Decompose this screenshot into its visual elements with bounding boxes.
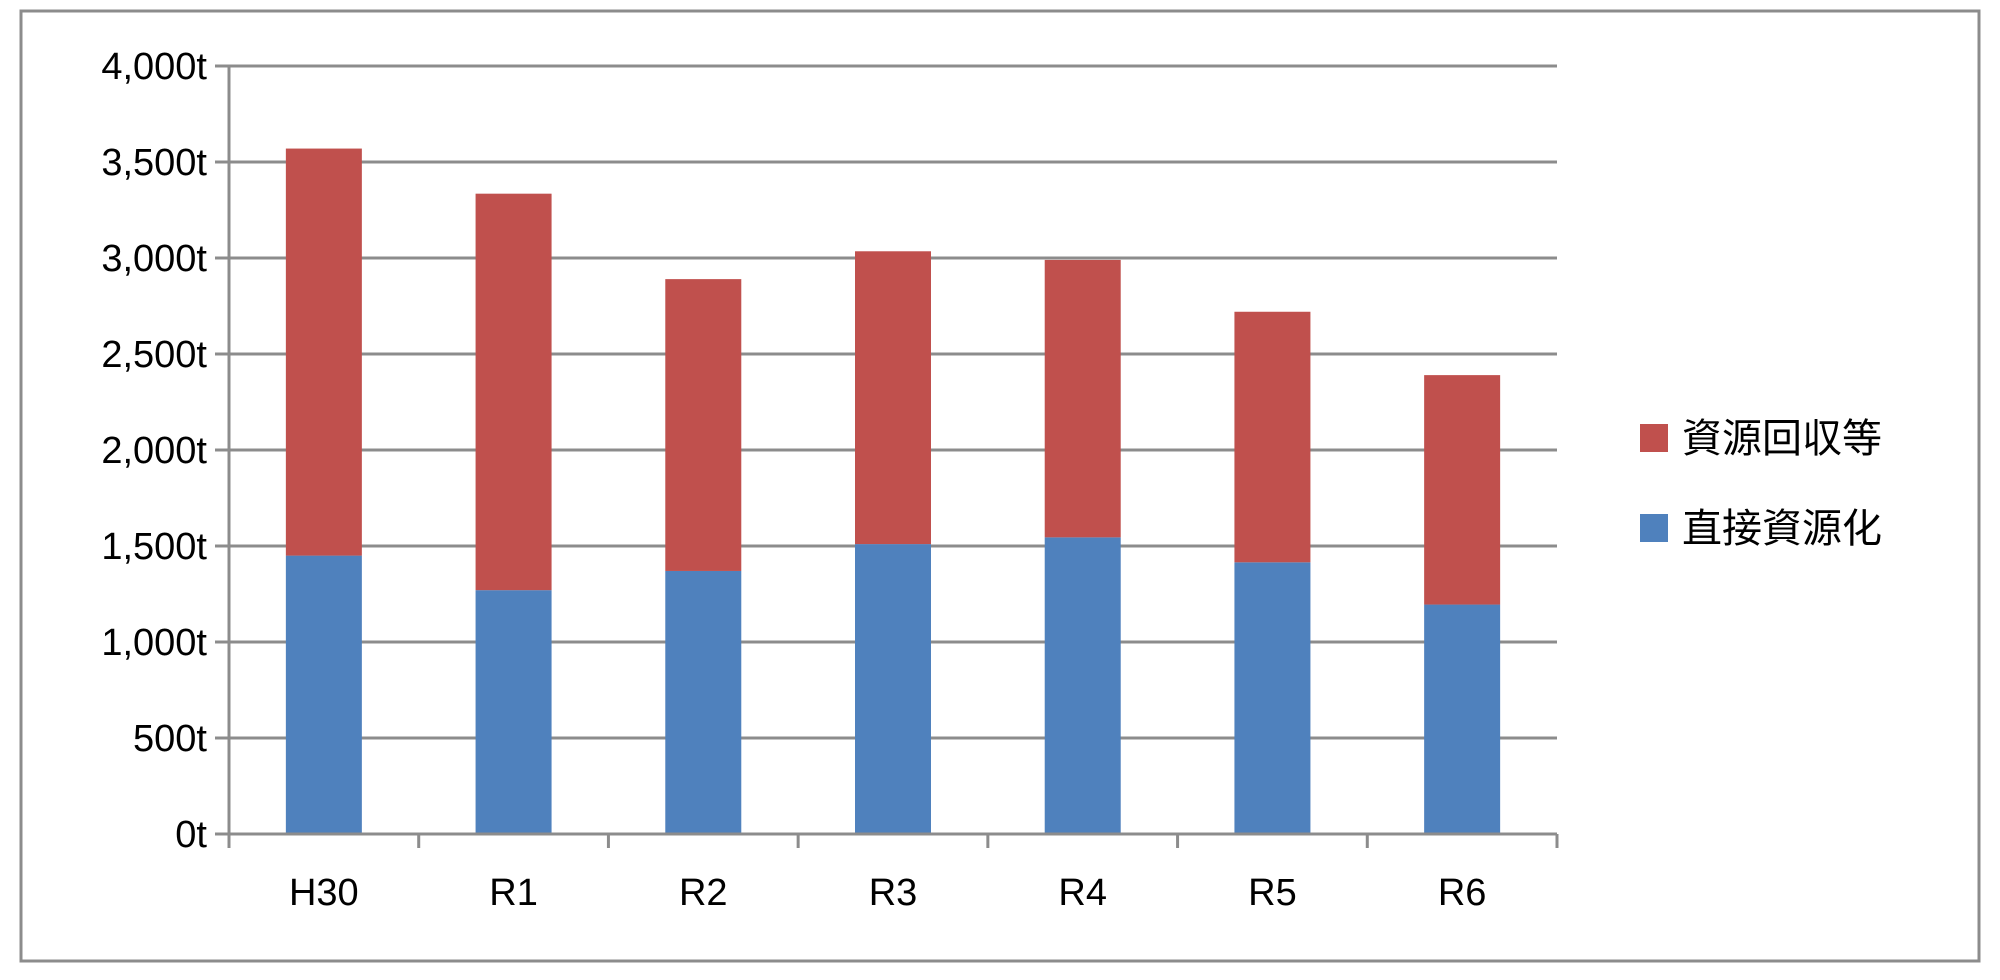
bar-segment xyxy=(1424,604,1501,834)
x-tick-label: R2 xyxy=(679,872,728,914)
bars xyxy=(285,148,1501,834)
legend-swatch xyxy=(1640,424,1668,452)
y-tick-label: 2,000t xyxy=(101,430,207,472)
bar-segment xyxy=(855,544,931,834)
x-tick-label: R1 xyxy=(489,872,538,914)
x-tick-label: R5 xyxy=(1248,872,1297,914)
x-tick-label: R3 xyxy=(869,872,918,914)
tick-labels: 0t 500t 1,000t 1,500t 2,000t 2,500t 3,000t 3,50… xyxy=(101,46,1486,914)
axes xyxy=(215,64,1559,848)
bar-segment xyxy=(665,279,742,571)
y-tick-label: 1,500t xyxy=(101,526,207,568)
legend-label: 資源回収等 xyxy=(1682,416,1882,462)
bar-segment xyxy=(475,193,552,591)
y-tick-label: 500t xyxy=(133,718,207,760)
x-tick-label: H30 xyxy=(289,872,359,914)
bar-segment xyxy=(1234,562,1311,834)
bar-segment xyxy=(1044,537,1121,834)
y-tick-label: 2,500t xyxy=(101,334,207,376)
bar-segment xyxy=(855,251,931,545)
x-tick-label: R4 xyxy=(1058,872,1107,914)
bar-segment xyxy=(285,555,362,834)
bar-segment xyxy=(1234,311,1311,563)
bar-segment xyxy=(475,590,552,834)
y-tick-label: 1,000t xyxy=(101,622,207,664)
legend-label: 直接資源化 xyxy=(1682,506,1882,552)
bar-segment xyxy=(285,148,362,556)
y-tick-label: 0t xyxy=(175,814,207,856)
bar-segment xyxy=(665,570,742,834)
y-tick-label: 3,000t xyxy=(101,238,207,280)
y-tick-label: 4,000t xyxy=(101,46,207,88)
bar-segment xyxy=(1044,259,1121,538)
bar-segment xyxy=(1424,375,1501,605)
y-tick-label: 3,500t xyxy=(101,142,207,184)
x-tick-label: R6 xyxy=(1438,872,1487,914)
legend-swatch xyxy=(1640,514,1668,542)
